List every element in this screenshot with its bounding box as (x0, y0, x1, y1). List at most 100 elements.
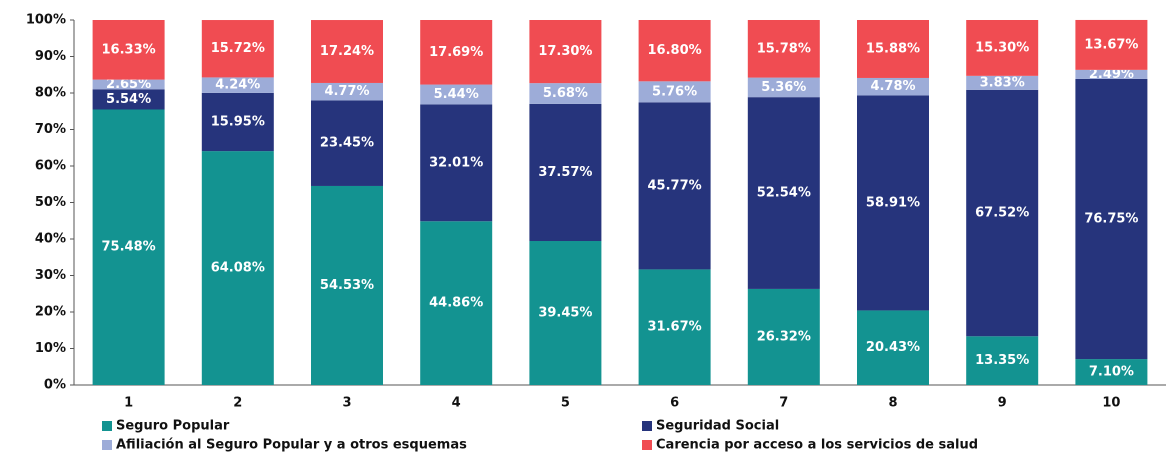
data-label: 5.68% (543, 86, 588, 101)
data-label: 5.44% (434, 87, 479, 102)
data-label: 52.54% (757, 186, 811, 201)
y-tick-label: 90% (35, 49, 66, 64)
data-label: 75.48% (102, 240, 156, 255)
data-label: 15.30% (975, 40, 1029, 55)
data-label: 4.78% (870, 79, 915, 94)
y-tick-label: 100% (26, 13, 66, 28)
data-label: 17.69% (429, 45, 483, 60)
x-tick-label: 9 (998, 396, 1007, 411)
legend-label: Seguridad Social (656, 419, 779, 434)
legend-swatch (102, 421, 112, 431)
bar-segment (638, 20, 711, 82)
data-label: 20.43% (866, 340, 920, 355)
bar-segment (747, 20, 820, 78)
x-tick-label: 7 (779, 396, 788, 411)
data-label: 5.76% (652, 84, 697, 99)
bar-segment (529, 83, 602, 104)
data-label: 44.86% (429, 296, 483, 311)
bar-segment (420, 221, 493, 385)
y-tick-label: 30% (35, 268, 66, 283)
x-tick-label: 4 (452, 396, 461, 411)
y-tick-label: 10% (35, 341, 66, 356)
data-label: 37.57% (538, 165, 592, 180)
legend-swatch (102, 440, 112, 450)
data-label: 76.75% (1084, 212, 1138, 227)
x-tick-label: 6 (670, 396, 679, 411)
bar-segment (92, 109, 165, 386)
x-tick-label: 8 (888, 396, 897, 411)
bar-segment (857, 20, 929, 78)
bar-segment (311, 185, 383, 385)
data-label: 4.24% (215, 78, 260, 93)
bar-segment (966, 89, 1039, 337)
bar-segment (529, 20, 602, 84)
data-label: 45.77% (648, 178, 702, 193)
bar-segment (529, 241, 602, 385)
legend-label: Seguro Popular (116, 419, 230, 434)
data-label: 5.36% (761, 80, 806, 95)
x-tick-label: 1 (124, 396, 133, 411)
data-label: 31.67% (648, 320, 702, 335)
data-label: 67.52% (975, 206, 1029, 221)
data-label: 15.78% (757, 41, 811, 56)
data-label: 26.32% (757, 329, 811, 344)
data-label: 58.91% (866, 195, 920, 210)
data-label: 4.77% (324, 84, 369, 99)
data-label: 5.54% (106, 92, 151, 107)
bar-segment (420, 104, 493, 222)
bar-segment (638, 269, 711, 385)
data-label: 7.10% (1089, 365, 1134, 380)
data-label: 15.72% (211, 41, 265, 56)
bar-segment (747, 77, 820, 98)
legend-swatch (642, 440, 652, 450)
y-tick-label: 0% (44, 378, 66, 393)
bar-segment (529, 103, 602, 242)
data-label: 13.35% (975, 353, 1029, 368)
legend-label: Carencia por acceso a los servicios de s… (656, 438, 978, 453)
data-label: 15.95% (211, 114, 265, 129)
bar-segment (638, 102, 711, 270)
bar-segment (857, 310, 929, 385)
data-label: 17.30% (538, 44, 592, 59)
x-tick-label: 10 (1102, 396, 1120, 411)
x-tick-label: 5 (561, 396, 570, 411)
x-tick-label: 2 (233, 396, 242, 411)
bar-segment (747, 97, 820, 289)
data-label: 16.80% (648, 43, 702, 58)
y-tick-label: 40% (35, 232, 66, 247)
bar-segment (638, 81, 711, 103)
bar-segment (311, 100, 383, 186)
y-tick-label: 50% (35, 195, 66, 210)
data-label: 17.24% (320, 44, 374, 59)
data-label: 3.83% (980, 75, 1025, 90)
data-label: 15.88% (866, 41, 920, 56)
bar-segment (201, 77, 274, 93)
bar-segment (92, 89, 165, 110)
y-tick-label: 60% (35, 159, 66, 174)
bar-segment (311, 20, 383, 83)
data-label: 23.45% (320, 136, 374, 151)
bar-segment (201, 20, 274, 78)
bar-segment (92, 79, 165, 90)
bar-segment (420, 20, 493, 85)
legend-label: Afiliación al Seguro Popular y a otros e… (116, 438, 467, 453)
bar-segment (1075, 19, 1148, 70)
bar-segment (1075, 78, 1148, 360)
data-label: 13.67% (1084, 37, 1138, 52)
y-tick-label: 80% (35, 86, 66, 101)
data-label: 16.33% (102, 42, 156, 57)
bar-segment (857, 95, 929, 311)
data-label: 39.45% (538, 306, 592, 321)
bar-segment (92, 20, 165, 80)
bar-segment (201, 151, 274, 385)
bar-segment (966, 336, 1039, 385)
data-label: 2.49% (1089, 67, 1134, 82)
bar-segment (966, 20, 1039, 76)
bar-segment (311, 82, 383, 101)
bar-segment (201, 92, 274, 152)
legend-swatch (642, 421, 652, 431)
x-tick-label: 3 (342, 396, 351, 411)
y-tick-label: 20% (35, 305, 66, 320)
data-label: 64.08% (211, 261, 265, 276)
